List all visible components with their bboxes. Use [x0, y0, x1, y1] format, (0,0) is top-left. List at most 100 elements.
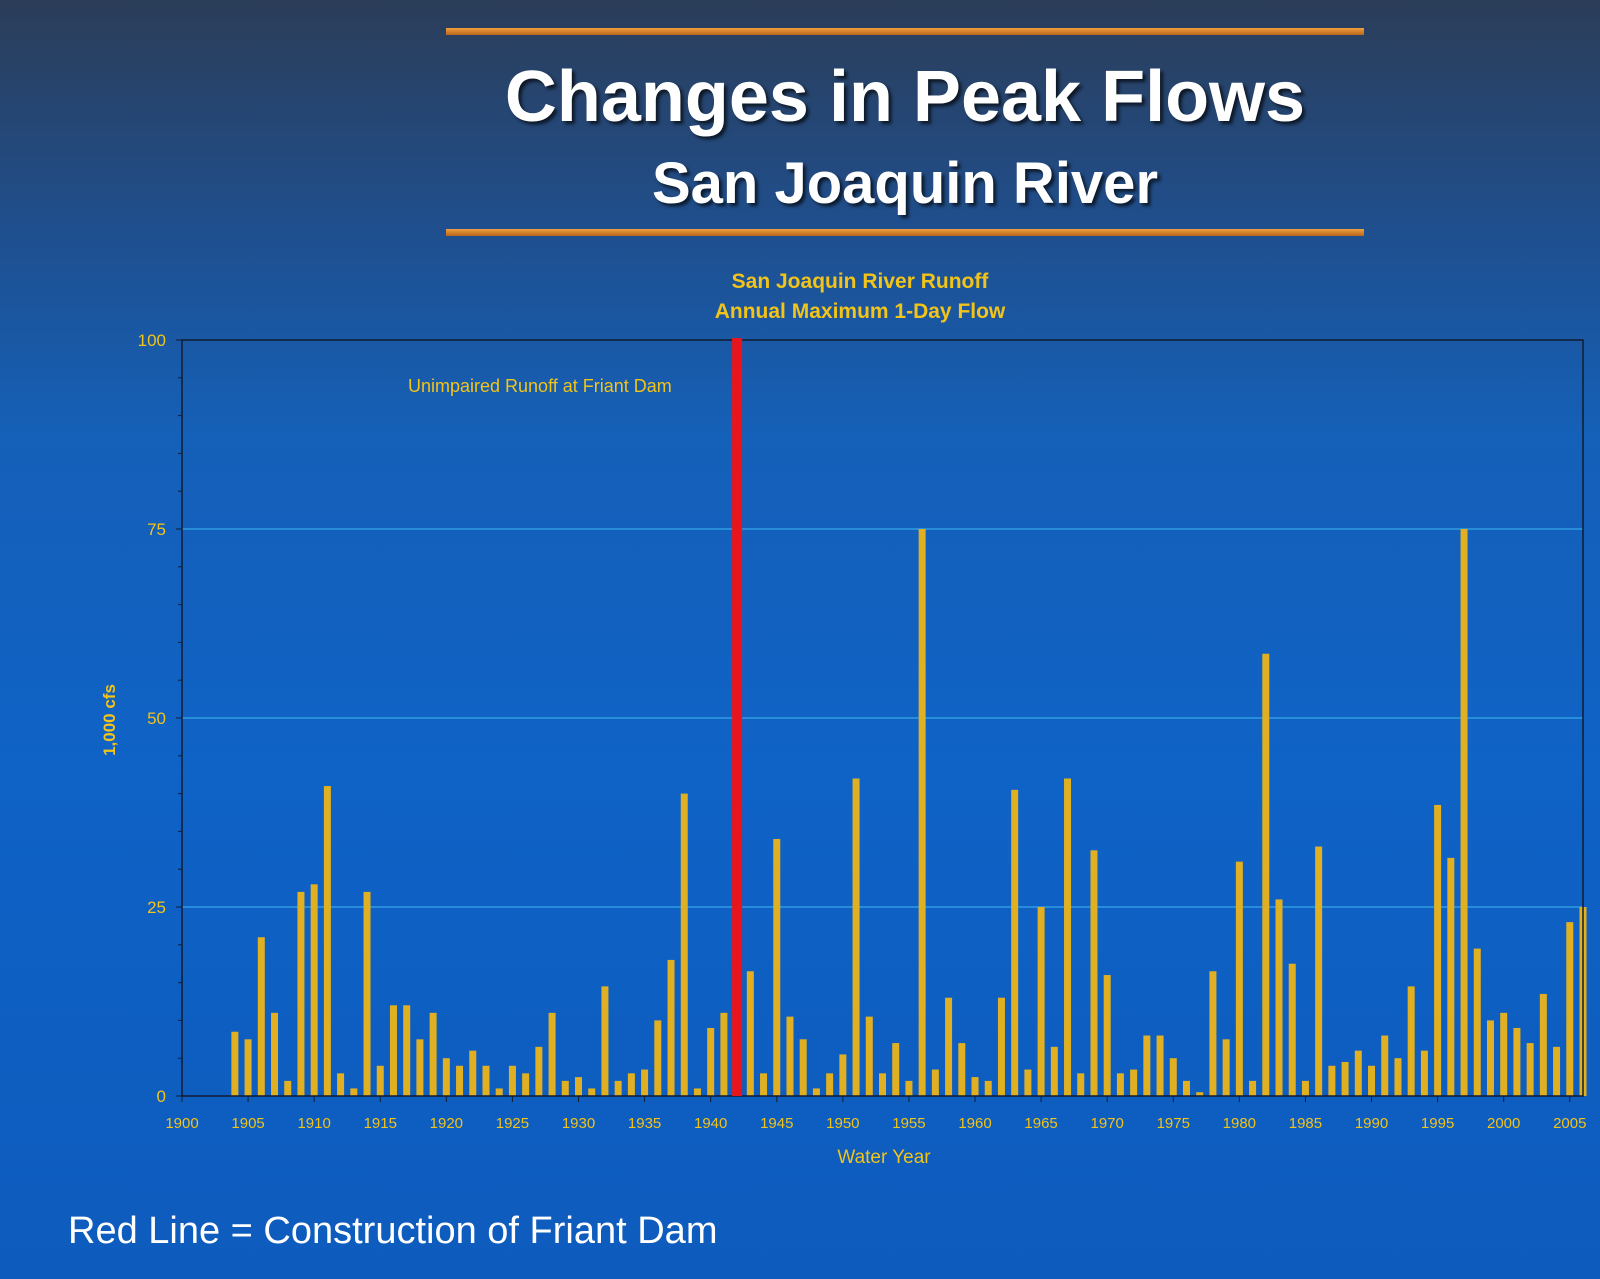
slide-subtitle: San Joaquin River — [651, 151, 1159, 216]
bar-1946 — [786, 1016, 794, 1096]
y-axis-label: 1,000 cfs — [100, 684, 119, 756]
bar-1938 — [680, 793, 688, 1096]
bar-1957 — [931, 1069, 939, 1096]
bar-1908 — [284, 1080, 292, 1096]
bar-1971 — [1116, 1073, 1124, 1096]
bar-1953 — [879, 1073, 886, 1096]
bar-1968 — [1077, 1073, 1085, 1096]
chart-annotation: Unimpaired Runoff at Friant Dam — [408, 376, 672, 396]
bar-1929 — [561, 1080, 569, 1096]
bar-1963 — [1011, 789, 1019, 1096]
y-tick-label: 75 — [147, 520, 166, 539]
bar-1986 — [1315, 846, 1323, 1096]
bar-1940 — [707, 1027, 715, 1096]
x-tick-label: 1955 — [892, 1115, 925, 1132]
bar-1949 — [826, 1073, 834, 1096]
bar-1924 — [495, 1088, 503, 1096]
bar-1935 — [641, 1069, 649, 1096]
bar-1961 — [984, 1080, 992, 1096]
bar-1917 — [403, 1005, 411, 1096]
bar-2001 — [1513, 1027, 1521, 1096]
bar-1918 — [416, 1039, 424, 1096]
x-tick-label: 1920 — [430, 1115, 463, 1132]
bar-1909 — [297, 891, 305, 1096]
bar-1952 — [865, 1016, 873, 1096]
bar-1975 — [1169, 1058, 1177, 1096]
bar-1992 — [1394, 1058, 1402, 1096]
bar-1948 — [812, 1088, 820, 1096]
bar-1973 — [1143, 1035, 1151, 1096]
bar-2004 — [1553, 1046, 1561, 1096]
bar-1920 — [442, 1058, 450, 1096]
bar-1951 — [852, 778, 860, 1096]
title-rule-top — [446, 28, 1364, 35]
bar-1945 — [773, 838, 781, 1096]
bar-2002 — [1526, 1043, 1534, 1096]
x-tick-label: 1925 — [496, 1115, 529, 1132]
chart-subtitle: Annual Maximum 1-Day Flow — [714, 300, 1006, 323]
bar-1921 — [456, 1065, 464, 1096]
y-tick-label: 0 — [157, 1087, 166, 1106]
bar-1943 — [746, 971, 754, 1096]
bar-1965 — [1037, 907, 1045, 1096]
x-tick-label: 1995 — [1421, 1115, 1454, 1132]
bar-1966 — [1050, 1046, 1058, 1096]
bar-2003 — [1539, 993, 1547, 1096]
bar-1969 — [1090, 850, 1098, 1096]
slide-title: Changes in Peak Flows — [504, 57, 1306, 137]
bar-1922 — [469, 1050, 477, 1096]
bar-1985 — [1301, 1080, 1309, 1096]
bar-1982 — [1262, 653, 1270, 1096]
bar-1915 — [376, 1065, 384, 1096]
bar-1906 — [257, 937, 265, 1096]
bar-1933 — [614, 1080, 622, 1096]
axes: 0 25 50 75 100 1900 1905 1910 1915 1920 1925 1930 19… — [138, 331, 1587, 1132]
bar-1910 — [310, 884, 318, 1096]
friant-dam-marker-line — [732, 338, 743, 1096]
x-axis-label: Water Year — [837, 1147, 931, 1168]
bar-1914 — [363, 891, 371, 1096]
x-tick-label: 1970 — [1091, 1115, 1124, 1132]
bar-1984 — [1288, 963, 1296, 1096]
bar-1930 — [575, 1077, 583, 1096]
bar-1983 — [1275, 899, 1283, 1096]
x-tick-label: 2005 — [1553, 1115, 1586, 1132]
bar-1944 — [760, 1073, 768, 1096]
bar-1981 — [1249, 1080, 1257, 1096]
bar-1994 — [1420, 1050, 1428, 1096]
bar-1996 — [1447, 857, 1455, 1096]
x-tick-label: 1985 — [1289, 1115, 1322, 1132]
bar-1941 — [720, 1012, 728, 1096]
bar-1989 — [1354, 1050, 1362, 1096]
bar-1967 — [1064, 778, 1072, 1096]
x-tick-label: 1980 — [1223, 1115, 1256, 1132]
bar-1991 — [1381, 1035, 1389, 1096]
bar-1931 — [588, 1088, 596, 1096]
bar-1964 — [1024, 1069, 1032, 1096]
bar-1939 — [693, 1088, 701, 1096]
bar-1980 — [1235, 861, 1243, 1096]
chart-title: San Joaquin River Runoff — [731, 270, 989, 293]
y-tick-label: 100 — [138, 331, 166, 350]
x-tick-label: 1990 — [1355, 1115, 1388, 1132]
bar-1911 — [323, 786, 331, 1096]
bar-2005 — [1566, 922, 1574, 1096]
y-tick-label: 50 — [147, 709, 166, 728]
bar-1978 — [1209, 971, 1217, 1096]
bar-1962 — [997, 997, 1005, 1096]
x-tick-label: 2000 — [1487, 1115, 1520, 1132]
bar-1993 — [1407, 986, 1415, 1096]
bar-1925 — [508, 1065, 516, 1096]
bar-1936 — [654, 1020, 662, 1096]
x-tick-label: 1940 — [694, 1115, 727, 1132]
gridlines — [182, 528, 1583, 908]
bar-1998 — [1473, 948, 1481, 1096]
bar-1997 — [1460, 529, 1468, 1096]
bar-1959 — [958, 1043, 966, 1096]
bar-1976 — [1182, 1080, 1190, 1096]
x-tick-label: 1900 — [165, 1115, 198, 1132]
bar-1970 — [1103, 975, 1111, 1096]
bar-1916 — [389, 1005, 397, 1096]
bar-1999 — [1486, 1020, 1494, 1096]
bar-1979 — [1222, 1039, 1230, 1096]
